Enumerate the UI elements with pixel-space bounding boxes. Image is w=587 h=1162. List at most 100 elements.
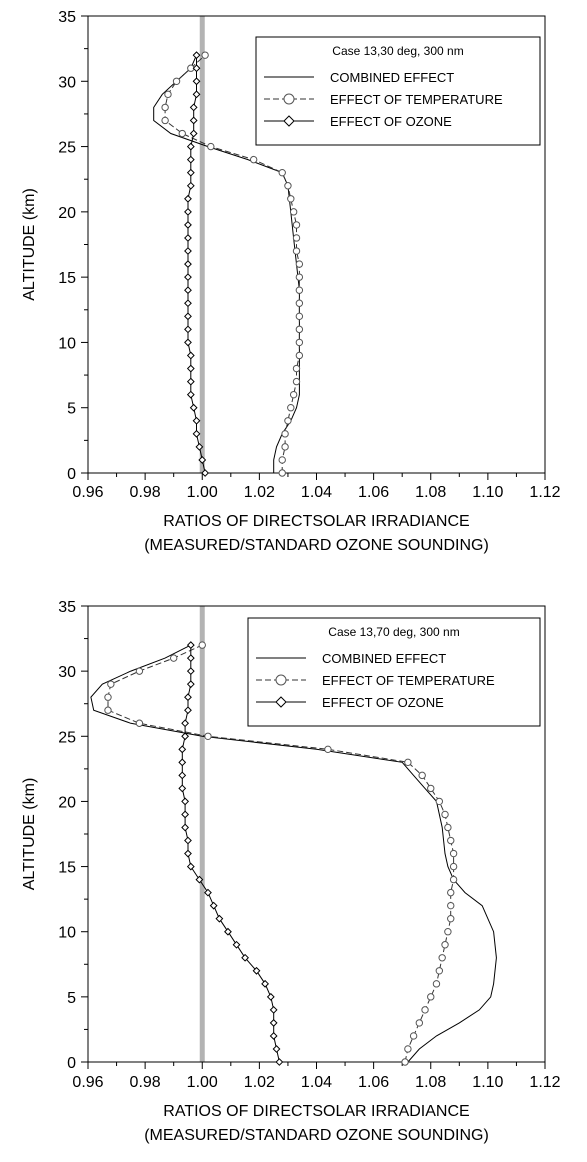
ozone-marker (184, 273, 192, 282)
ozone-marker (178, 784, 187, 793)
x-tick-label: 1.06 (358, 1074, 389, 1091)
ozone-marker (192, 90, 201, 99)
temperature-marker (295, 273, 304, 281)
temperature-marker (441, 941, 449, 949)
y-tick-label: 35 (58, 599, 76, 616)
temperature-marker (447, 901, 455, 910)
y-tick-label: 25 (58, 140, 76, 157)
temperature-marker (295, 325, 304, 334)
chart-bottom: 0.96 0.98 1.00 1.02 1.04 1.06 1.08 1.10 1.12 0 5 10… (21, 599, 561, 1144)
ozone-marker (252, 966, 261, 975)
ozone-marker (186, 351, 195, 360)
ozone-marker (181, 810, 190, 819)
temperature-marker (289, 208, 298, 216)
temperature-marker (292, 247, 301, 255)
ozone-marker (215, 914, 224, 923)
temperature-marker (295, 286, 304, 294)
ozone-marker (186, 142, 195, 151)
legend-marker-diamond (275, 696, 287, 708)
temperature-marker (421, 1006, 429, 1014)
temperature-marker (447, 888, 455, 897)
legend-title: Case 13,30 deg, 300 nm (332, 44, 463, 58)
y-tick-label: 15 (58, 860, 76, 877)
ozone-marker (184, 312, 192, 321)
ozone-marker (266, 992, 275, 1001)
ozone-marker (178, 758, 187, 767)
chart-top: 0.96 0.98 1.00 1.02 1.04 1.06 1.08 1.10 1.12 0 5 10… (21, 9, 561, 554)
y-tick-label: 10 (58, 335, 76, 352)
temperature-marker (104, 706, 112, 714)
temperature-marker (287, 404, 295, 412)
legend-marker-circle (283, 93, 295, 105)
temperature-marker (201, 51, 209, 59)
ozone-marker (189, 129, 198, 138)
y-tick-label: 25 (58, 729, 76, 746)
temperature-marker (164, 90, 172, 99)
temperature-marker (404, 758, 412, 767)
ozone-marker (186, 680, 195, 689)
y-axis-title: ALTITUDE (km) (21, 188, 38, 301)
ozone-marker (181, 797, 190, 806)
temperature-marker (447, 914, 455, 923)
y-tick-label: 10 (58, 925, 76, 942)
x-tick-label: 1.12 (529, 1074, 560, 1091)
ozone-marker (209, 901, 218, 910)
temperature-marker (281, 430, 289, 438)
temperature-marker (284, 417, 292, 425)
temperature-marker (418, 771, 426, 780)
temperature-marker (204, 732, 212, 740)
ozone-marker (186, 181, 195, 190)
ozone-marker (241, 953, 250, 962)
x-tick-label: 0.98 (130, 1074, 161, 1091)
temperature-marker (295, 338, 304, 347)
ozone-marker (184, 260, 192, 268)
ozone-marker (204, 888, 212, 897)
temperature-marker (449, 875, 458, 884)
ozone-marker (184, 207, 192, 216)
legend-box (255, 36, 541, 146)
temperature-marker (292, 364, 301, 373)
ozone-marker (186, 168, 195, 177)
ozone-marker (184, 338, 192, 347)
ozone-marker (195, 875, 204, 884)
temperature-marker (135, 719, 144, 727)
temperature-marker (287, 195, 295, 203)
x-tick-label: 1.02 (244, 1074, 275, 1091)
temperature-marker (278, 469, 286, 477)
temperature-marker (207, 142, 215, 151)
legend-box (247, 617, 541, 727)
ozone-marker (178, 771, 187, 780)
temperature-marker (295, 299, 304, 307)
x-tick-label: 1.12 (529, 484, 560, 501)
x-tick-label: 0.98 (130, 484, 161, 501)
ozone-marker (192, 77, 201, 86)
y-tick-label: 5 (67, 990, 76, 1007)
temperature-marker (292, 377, 301, 386)
temperature-marker (432, 980, 441, 988)
y-tick-label: 20 (58, 794, 76, 811)
ozone-marker (192, 416, 201, 425)
temperature-marker (435, 797, 444, 806)
ozone-marker (192, 64, 201, 73)
ozone-marker (186, 654, 195, 663)
ozone-marker (198, 456, 207, 464)
temperature-marker (292, 221, 301, 229)
ozone-marker (184, 706, 192, 715)
temperature-marker (438, 954, 446, 962)
ozone-marker (181, 732, 190, 741)
ozone-marker (184, 299, 192, 308)
x-tick-label: 1.10 (472, 1074, 503, 1091)
ozone-marker (275, 1058, 284, 1066)
x-tick-label: 1.02 (244, 484, 275, 501)
temperature-marker (178, 129, 186, 138)
x-tick-label: 0.96 (72, 1074, 103, 1091)
ozone-marker (192, 429, 201, 438)
x-tick-label: 1.06 (358, 484, 389, 501)
y-axis-title: ALTITUDE (km) (21, 778, 38, 891)
temperature-marker (289, 390, 298, 399)
ozone-marker (272, 1045, 281, 1053)
ozone-marker (269, 1005, 278, 1014)
y-tick-label: 30 (58, 74, 76, 91)
temperature-marker (281, 443, 289, 451)
